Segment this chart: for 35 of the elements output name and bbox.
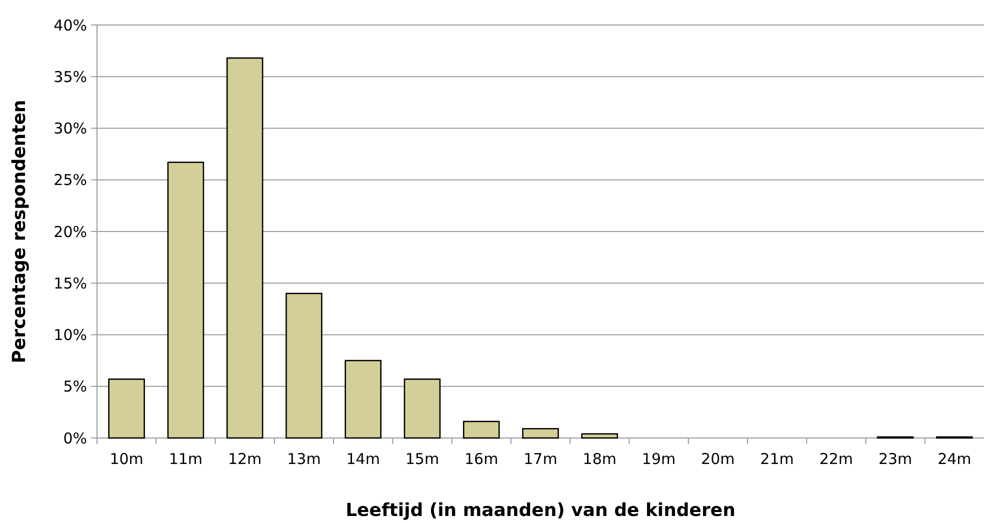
bar xyxy=(581,433,618,439)
x-tick-label: 20m xyxy=(701,450,735,468)
y-tick-label: 35% xyxy=(54,68,87,86)
x-tick-label: 17m xyxy=(524,450,558,468)
y-tick-label: 5% xyxy=(63,378,87,396)
x-axis-title: Leeftijd (in maanden) van de kinderen xyxy=(346,500,736,521)
x-tick-label: 18m xyxy=(582,450,616,468)
y-tick-label: 25% xyxy=(54,171,87,190)
bar xyxy=(108,378,145,439)
y-tick-label: 10% xyxy=(54,326,87,344)
x-tick-label: 22m xyxy=(819,450,854,468)
x-tick-label: 21m xyxy=(760,450,794,468)
y-tick-label: 20% xyxy=(54,222,87,241)
x-tick-label: 11m xyxy=(168,450,203,468)
x-tick-label: 19m xyxy=(642,450,676,468)
bar xyxy=(462,420,500,439)
x-tick-label: 10m xyxy=(110,450,144,468)
y-tick-label: 40% xyxy=(54,16,87,34)
y-axis-title: Percentage respondenten xyxy=(9,100,30,364)
x-tick-label: 16m xyxy=(464,450,498,468)
bar xyxy=(404,378,441,439)
bar xyxy=(344,360,382,439)
x-tick-label: 23m xyxy=(878,450,912,468)
bar xyxy=(286,292,322,439)
y-tick-label: 0% xyxy=(63,429,87,448)
x-tick-label: 12m xyxy=(228,450,262,468)
x-tick-label: 14m xyxy=(346,450,380,468)
x-tick-label: 13m xyxy=(287,450,321,468)
y-tick-label: 15% xyxy=(54,274,87,292)
bar xyxy=(226,57,264,439)
bar xyxy=(522,428,559,439)
x-tick-label: 24m xyxy=(938,450,972,468)
bar xyxy=(167,162,204,439)
y-tick-label: 30% xyxy=(54,120,87,138)
x-tick-label: 15m xyxy=(405,450,440,468)
